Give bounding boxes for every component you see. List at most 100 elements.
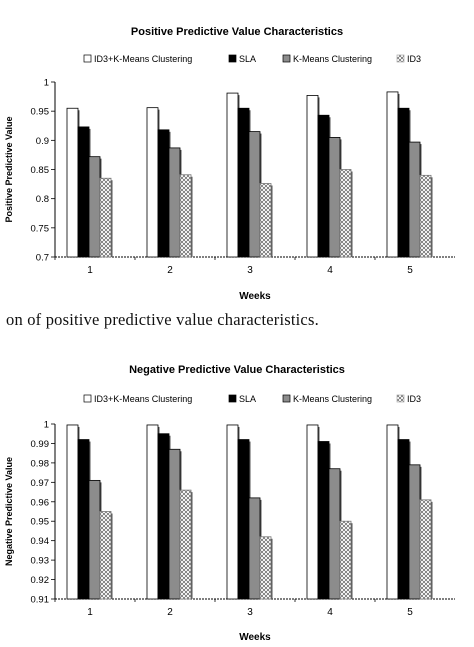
- legend-item-sla: SLA: [228, 394, 256, 404]
- x-tick-label: 1: [87, 265, 93, 276]
- x-axis-label: Weeks: [239, 291, 271, 300]
- bar-shadow: [431, 501, 433, 599]
- legend-item-id3: ID3: [396, 54, 421, 64]
- legend-item-sla: SLA: [228, 54, 256, 64]
- x-tick-label: 2: [167, 265, 173, 276]
- x-tick-label: 3: [247, 607, 253, 618]
- y-axis-label: Negative Predictive Value: [4, 457, 14, 566]
- y-tick-label: 0.97: [31, 478, 50, 489]
- bar-shadow: [191, 492, 193, 599]
- bar-shadow: [271, 185, 273, 257]
- x-tick-label: 2: [167, 607, 173, 618]
- bar-shadow: [351, 171, 353, 257]
- bar-sla-week-4: [317, 114, 330, 258]
- bar-kmeans-week-5: [408, 464, 421, 600]
- legend-label: ID3: [407, 394, 421, 404]
- y-tick-label: 0.9: [36, 136, 49, 147]
- bar-id3-week-5: [419, 174, 432, 258]
- bar-id3-week-2: [179, 174, 192, 258]
- legend-swatch: [83, 394, 92, 403]
- bar-id3-week-4: [339, 520, 352, 600]
- figure-caption: on of positive predictive value characte…: [6, 310, 319, 329]
- legend-label: SLA: [239, 394, 256, 404]
- legend-swatch: [396, 394, 405, 403]
- y-tick-label: 0.94: [31, 536, 50, 547]
- legend-item-kmeans: K-Means Clustering: [282, 54, 372, 64]
- y-tick-label: 0.85: [31, 165, 50, 176]
- bar-id3-kmeans-week-2: [146, 424, 159, 600]
- y-tick-label: 0.75: [31, 223, 50, 234]
- bar-id3-kmeans-week-1: [66, 424, 79, 600]
- bar-id3-kmeans-week-2: [146, 107, 159, 258]
- x-tick-label: 4: [327, 265, 333, 276]
- y-tick-label: 0.98: [31, 458, 50, 469]
- bar-sla-week-1: [77, 126, 90, 258]
- bar-shadow: [111, 513, 113, 599]
- legend-swatch: [228, 54, 237, 63]
- bar-kmeans-week-3: [248, 131, 261, 258]
- bar-id3-week-4: [339, 169, 352, 258]
- y-tick-label: 0.96: [31, 497, 50, 508]
- y-tick-label: 0.93: [31, 556, 50, 567]
- bar-kmeans-week-2: [168, 147, 181, 258]
- bar-sla-week-5: [397, 439, 410, 600]
- bar-sla-week-3: [237, 439, 250, 600]
- legend-label: ID3: [407, 54, 421, 64]
- legend-swatch: [83, 54, 92, 63]
- bar-id3-kmeans-week-1: [66, 107, 79, 258]
- legend-label: ID3+K-Means Clustering: [94, 394, 192, 404]
- bar-kmeans-week-3: [248, 497, 261, 600]
- y-axis-label: Positive Predictive Value: [4, 116, 14, 222]
- bar-shadow: [431, 177, 433, 257]
- legend-label: ID3+K-Means Clustering: [94, 54, 192, 64]
- bar-shadow: [271, 538, 273, 599]
- chart-title: Negative Predictive Value Characteristic…: [129, 364, 345, 376]
- y-tick-label: 0.92: [31, 575, 50, 586]
- x-tick-label: 5: [407, 607, 413, 618]
- negative-predictive-value-chart: Negative Predictive Value Characteristic…: [4, 364, 455, 643]
- bar-sla-week-5: [397, 107, 410, 258]
- bar-id3-kmeans-week-4: [306, 424, 319, 600]
- bar-id3-week-3: [259, 536, 272, 600]
- bar-kmeans-week-4: [328, 137, 341, 258]
- x-tick-label: 4: [327, 607, 333, 618]
- legend-label: SLA: [239, 54, 256, 64]
- legend-swatch: [396, 54, 405, 63]
- legend-item-id3: ID3: [396, 394, 421, 404]
- bar-id3-week-3: [259, 183, 272, 258]
- bar-kmeans-week-2: [168, 448, 181, 600]
- bar-sla-week-1: [77, 439, 90, 600]
- legend-item-id3-kmeans: ID3+K-Means Clustering: [83, 54, 192, 64]
- bar-sla-week-3: [237, 107, 250, 258]
- y-tick-label: 0.7: [36, 253, 49, 264]
- bar-shadow: [191, 176, 193, 257]
- bar-id3-week-1: [99, 511, 112, 600]
- positive-predictive-value-chart: Positive Predictive Value Characteristic…: [4, 26, 455, 300]
- bar-shadow: [111, 180, 113, 257]
- chart-title: Positive Predictive Value Characteristic…: [131, 26, 343, 38]
- y-tick-label: 0.95: [31, 517, 50, 528]
- legend-swatch: [228, 394, 237, 403]
- legend-swatch: [282, 54, 291, 63]
- bar-id3-week-1: [99, 177, 112, 258]
- x-tick-label: 5: [407, 265, 413, 276]
- x-tick-label: 1: [87, 607, 93, 618]
- bar-kmeans-week-1: [88, 156, 101, 258]
- legend-item-id3-kmeans: ID3+K-Means Clustering: [83, 394, 192, 404]
- bar-id3-kmeans-week-5: [386, 424, 399, 600]
- legend-swatch: [282, 394, 291, 403]
- bar-id3-kmeans-week-3: [226, 92, 239, 258]
- legend-label: K-Means Clustering: [293, 394, 372, 404]
- bar-kmeans-week-4: [328, 468, 341, 600]
- bar-id3-kmeans-week-5: [386, 91, 399, 258]
- bar-id3-kmeans-week-4: [306, 95, 319, 258]
- y-tick-label: 0.8: [36, 194, 49, 205]
- bar-id3-week-5: [419, 499, 432, 600]
- legend-item-kmeans: K-Means Clustering: [282, 394, 372, 404]
- x-axis-label: Weeks: [239, 632, 271, 643]
- y-tick-label: 1: [44, 78, 49, 89]
- y-tick-label: 1: [44, 420, 49, 431]
- legend-label: K-Means Clustering: [293, 54, 372, 64]
- bar-sla-week-4: [317, 441, 330, 600]
- bar-sla-week-2: [157, 433, 170, 600]
